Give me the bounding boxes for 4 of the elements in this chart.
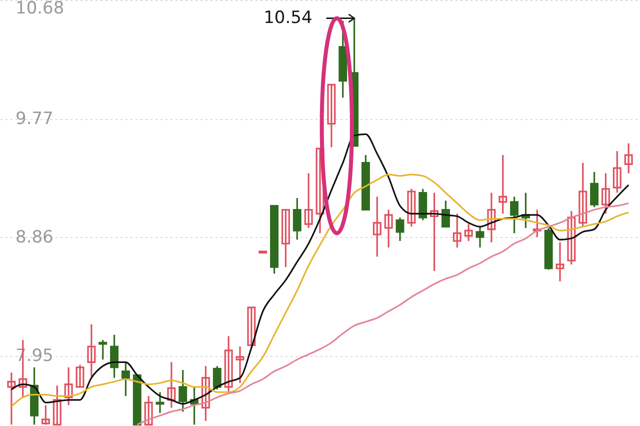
y-tick-label: 10.68 <box>16 0 64 18</box>
y-tick-label: 9.77 <box>16 109 54 130</box>
annotation: 10.54 <box>264 8 312 28</box>
y-tick-label: 8.86 <box>16 228 54 248</box>
